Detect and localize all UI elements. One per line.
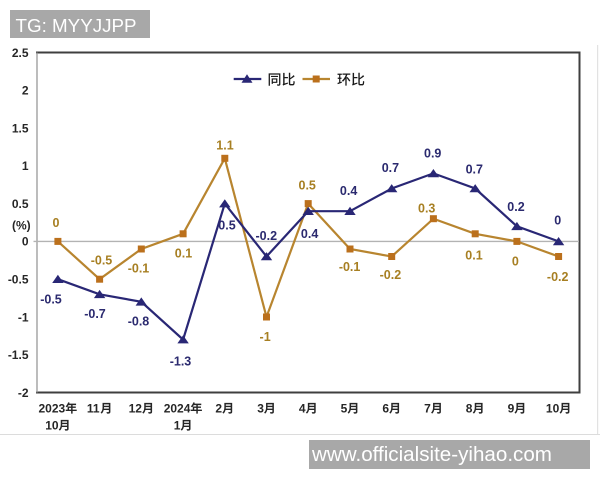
svg-text:0.7: 0.7	[466, 163, 483, 177]
svg-text:0.1: 0.1	[465, 248, 482, 262]
svg-text:-0.5: -0.5	[91, 253, 113, 267]
svg-text:-0.1: -0.1	[128, 262, 150, 276]
svg-text:8: 8	[466, 401, 473, 415]
svg-text:2: 2	[215, 401, 222, 415]
svg-text:-0.8: -0.8	[128, 314, 150, 328]
svg-text:0.2: 0.2	[507, 200, 524, 214]
svg-text:0.3: 0.3	[418, 202, 435, 216]
svg-text:3: 3	[257, 401, 264, 415]
svg-text:0.4: 0.4	[301, 227, 318, 241]
svg-text:-0.2: -0.2	[547, 270, 569, 284]
svg-text:0.9: 0.9	[424, 147, 441, 161]
svg-text:-0.2: -0.2	[380, 268, 402, 282]
svg-text:0: 0	[512, 254, 519, 268]
svg-text:-2: -2	[18, 386, 29, 400]
svg-text:10: 10	[546, 401, 560, 415]
svg-text:12: 12	[129, 401, 143, 415]
svg-text:6: 6	[382, 401, 389, 415]
svg-text:-1.3: -1.3	[170, 354, 192, 368]
svg-text:-0.5: -0.5	[8, 273, 29, 287]
svg-text:0: 0	[53, 216, 60, 230]
svg-text:0: 0	[554, 213, 561, 227]
svg-text:-0.2: -0.2	[256, 229, 278, 243]
svg-text:5: 5	[341, 401, 348, 415]
svg-text:1.1: 1.1	[216, 138, 233, 152]
svg-text:4: 4	[299, 401, 306, 415]
svg-text:1.5: 1.5	[12, 121, 29, 135]
svg-text:10: 10	[45, 418, 59, 432]
svg-text:0.7: 0.7	[382, 161, 399, 175]
svg-text:0: 0	[22, 235, 29, 249]
svg-text:0.4: 0.4	[340, 184, 357, 198]
svg-text:-0.5: -0.5	[40, 292, 62, 306]
svg-text:2.5: 2.5	[12, 46, 29, 60]
svg-text:0.5: 0.5	[218, 218, 235, 232]
svg-text:0.5: 0.5	[299, 179, 316, 193]
svg-text:-1: -1	[18, 310, 29, 324]
svg-text:2024: 2024	[164, 401, 191, 415]
svg-text:1: 1	[174, 418, 181, 432]
svg-text:1: 1	[22, 159, 29, 173]
svg-text:11: 11	[87, 401, 100, 415]
svg-text:-0.7: -0.7	[84, 307, 106, 321]
svg-text:-1: -1	[260, 330, 271, 344]
svg-text:0.1: 0.1	[175, 247, 192, 261]
svg-text:(%): (%)	[12, 219, 31, 233]
svg-text:7: 7	[424, 401, 431, 415]
svg-text:2023: 2023	[39, 401, 66, 415]
svg-text:-0.1: -0.1	[339, 260, 361, 274]
svg-text:2: 2	[22, 84, 29, 98]
svg-text:-1.5: -1.5	[8, 348, 29, 362]
svg-text:0.5: 0.5	[12, 197, 29, 211]
svg-text:9: 9	[508, 401, 515, 415]
